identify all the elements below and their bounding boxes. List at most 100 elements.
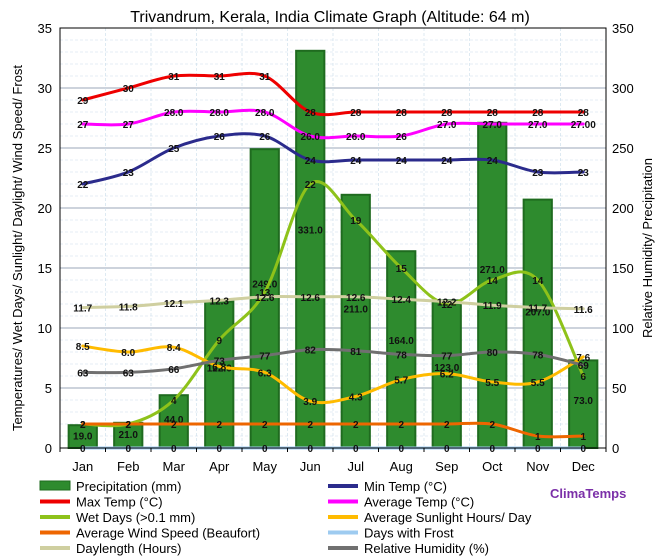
series-line-daylength-hours: [81, 295, 585, 311]
data-label-average-temp-c: 26.0: [301, 132, 321, 143]
data-label-max-temp-c: 28: [396, 108, 408, 119]
data-label-average-wind-speed-beaufort: 2: [307, 420, 313, 431]
brand-label: ClimaTemps: [550, 486, 626, 501]
y2-tick-label: 100: [612, 321, 634, 336]
data-label-relative-humidity: 69: [578, 361, 590, 372]
data-label-daylength-hours: 12.6: [255, 293, 275, 304]
x-tick-label: Oct: [482, 459, 503, 474]
precipitation-bar-label: 123.0: [434, 363, 459, 374]
data-label-average-sunlight-hours-day: 8.0: [121, 348, 135, 359]
y-axis-label: Temperatures/ Wet Days/ Sunlight/ Daylig…: [10, 65, 25, 431]
precipitation-bar-label: 164.0: [389, 336, 414, 347]
data-label-relative-humidity: 80: [487, 348, 499, 359]
legend-label: Average Temp (°C): [364, 495, 474, 510]
x-tick-label: May: [252, 459, 277, 474]
data-label-relative-humidity: 66: [168, 365, 180, 376]
data-label-daylength-hours: 12.1: [164, 299, 184, 310]
legend-label: Relative Humidity (%): [364, 541, 489, 556]
y-tick-label: 30: [38, 81, 52, 96]
data-label-average-temp-c: 26.0: [346, 132, 366, 143]
y2-tick-label: 350: [612, 21, 634, 36]
series-line-average-wind-speed-beaufort: [81, 421, 585, 439]
data-label-days-with-frost: 0: [444, 444, 450, 455]
data-label-max-temp-c: 28: [532, 108, 544, 119]
chart-title: Trivandrum, Kerala, India Climate Graph …: [130, 9, 530, 26]
x-tick-label: Jan: [72, 459, 93, 474]
data-label-days-with-frost: 0: [580, 444, 586, 455]
series-line-average-sunlight-hours-day: [81, 344, 585, 405]
data-label-average-sunlight-hours-day: 6.3: [258, 368, 272, 379]
data-label-average-sunlight-hours-day: 3.9: [303, 397, 317, 408]
precipitation-bar-label: 249.0: [252, 280, 277, 291]
data-label-relative-humidity: 77: [441, 352, 453, 363]
data-label-average-temp-c: 27.0: [528, 120, 548, 131]
data-label-wet-days-0-1-mm: 2: [125, 420, 131, 431]
data-label-max-temp-c: 28: [441, 108, 453, 119]
y2-tick-label: 0: [612, 441, 619, 456]
data-label-daylength-hours: 12.4: [392, 295, 412, 306]
y2-tick-label: 50: [612, 381, 626, 396]
data-label-days-with-frost: 0: [125, 444, 131, 455]
series-line-max-temp-c: [81, 71, 585, 117]
data-label-daylength-hours: 11.9: [483, 301, 502, 312]
grid-lines: [60, 27, 606, 449]
data-label-wet-days-0-1-mm: 22: [305, 180, 317, 191]
legend-label: Average Sunlight Hours/ Day: [364, 510, 532, 525]
data-label-daylength-hours: 12.2: [437, 298, 457, 309]
data-label-daylength-hours: 11.7: [528, 304, 547, 315]
data-label-average-temp-c: 27.0: [437, 120, 457, 131]
precipitation-bar-label: 44.0: [164, 415, 184, 426]
y2-tick-label: 250: [612, 141, 634, 156]
data-label-days-with-frost: 0: [398, 444, 404, 455]
legend-label: Max Temp (°C): [76, 495, 163, 510]
data-label-average-wind-speed-beaufort: 2: [353, 420, 359, 431]
data-label-average-sunlight-hours-day: 7.6: [576, 353, 590, 364]
data-label-wet-days-0-1-mm: 4: [171, 396, 177, 407]
data-label-average-sunlight-hours-day: 5.5: [485, 378, 499, 389]
x-tick-label: Jul: [347, 459, 364, 474]
data-label-average-temp-c: 28.0: [255, 108, 275, 119]
x-tick-label: Sep: [435, 459, 458, 474]
data-label-max-temp-c: 31: [214, 72, 226, 83]
data-label-relative-humidity: 63: [123, 368, 135, 379]
data-label-min-temp-c: 25: [168, 144, 180, 155]
data-label-days-with-frost: 0: [353, 444, 359, 455]
y2-tick-label: 300: [612, 81, 634, 96]
data-label-relative-humidity: 78: [532, 350, 544, 361]
data-label-max-temp-c: 31: [168, 72, 180, 83]
precipitation-bar-label: 331.0: [298, 226, 323, 237]
legend: Precipitation (mm) Min Temp (°C) Max Temp …: [39, 479, 532, 556]
data-label-max-temp-c: 28: [487, 108, 499, 119]
series-line-wet-days-0-1-mm: [81, 180, 585, 428]
data-label-daylength-hours: 11.7: [73, 304, 92, 315]
precipitation-bar-label: 271.0: [480, 265, 505, 276]
data-label-days-with-frost: 0: [307, 444, 313, 455]
series-line-relative-humidity: [81, 347, 585, 375]
y2-tick-label: 200: [612, 201, 634, 216]
legend-label: Daylength (Hours): [76, 541, 182, 556]
data-label-relative-humidity: 63: [77, 368, 89, 379]
data-label-wet-days-0-1-mm: 19: [350, 216, 362, 227]
data-label-wet-days-0-1-mm: 15: [396, 264, 408, 275]
data-label-min-temp-c: 24: [305, 156, 317, 167]
x-tick-label: Mar: [163, 459, 186, 474]
series-line-min-temp-c: [81, 132, 585, 186]
y-tick-label: 15: [38, 261, 52, 276]
precipitation-bar: [340, 193, 371, 449]
data-label-average-sunlight-hours-day: 8.5: [76, 342, 90, 353]
y-tick-label: 0: [45, 441, 52, 456]
y-tick-label: 10: [38, 321, 52, 336]
precipitation-bar-label: 21.0: [119, 430, 139, 441]
data-label-average-temp-c: 27.00: [571, 120, 596, 131]
precipitation-bar-label: 19.0: [73, 431, 93, 442]
data-label-min-temp-c: 23: [532, 168, 544, 179]
data-label-relative-humidity: 77: [259, 352, 271, 363]
data-label-average-temp-c: 27: [123, 120, 135, 131]
data-label-max-temp-c: 29: [77, 96, 89, 107]
precipitation-bar: [522, 198, 553, 449]
data-label-average-sunlight-hours-day: 5.7: [394, 376, 408, 387]
data-label-average-wind-speed-beaufort: 2: [489, 420, 495, 431]
legend-label: Average Wind Speed (Beaufort): [76, 526, 260, 541]
data-label-days-with-frost: 0: [535, 444, 541, 455]
